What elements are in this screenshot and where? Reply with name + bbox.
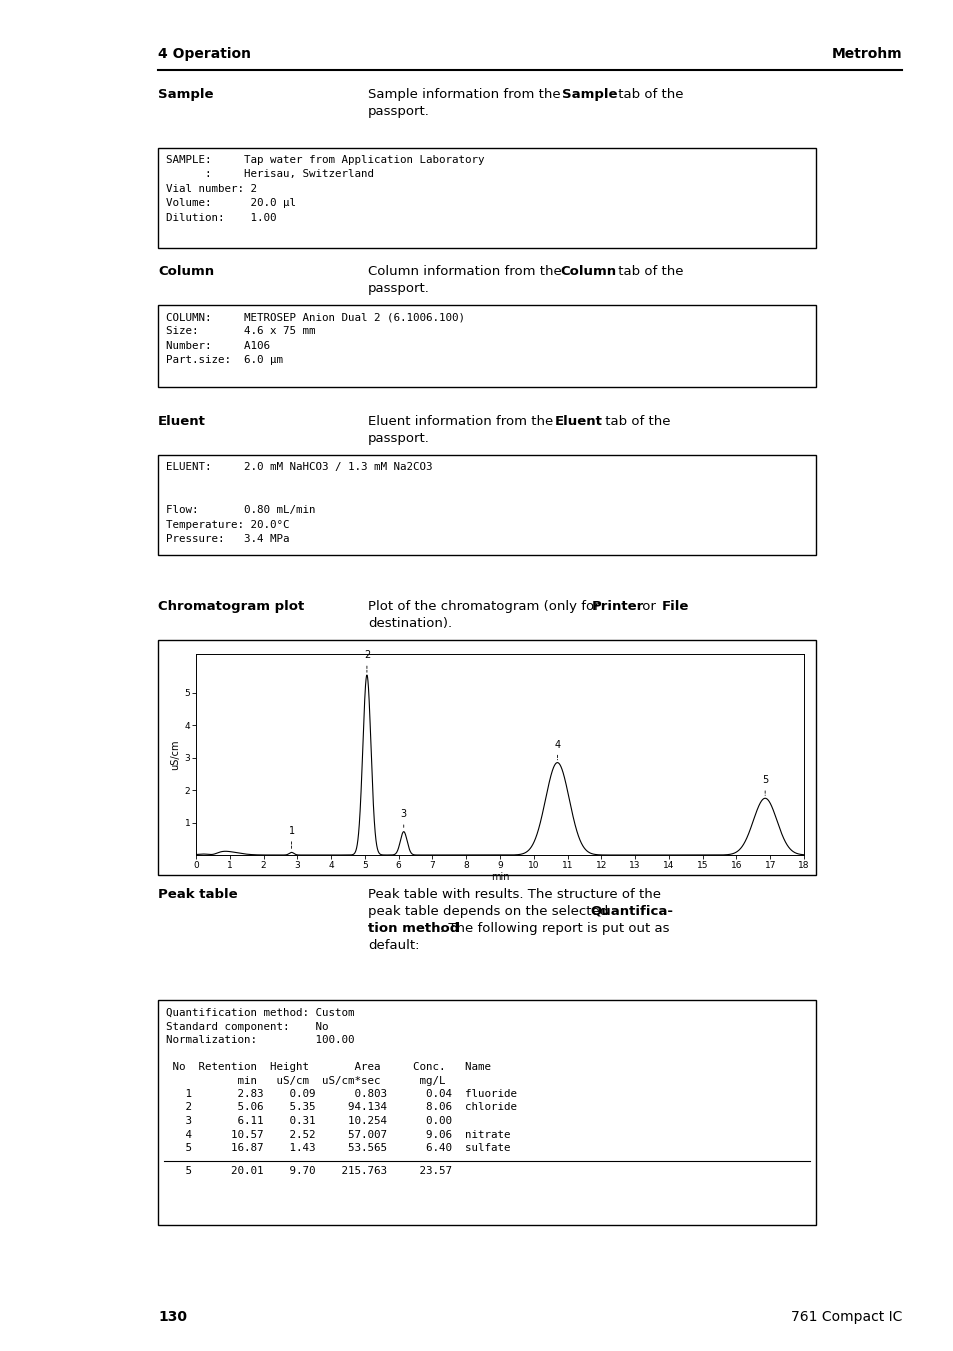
Text: passport.: passport. (368, 282, 430, 295)
Text: destination).: destination). (368, 617, 452, 630)
Text: or: or (638, 600, 659, 613)
Text: Sample information from the: Sample information from the (368, 88, 564, 101)
Text: Chromatogram plot: Chromatogram plot (158, 600, 304, 613)
Bar (158, 455, 815, 555)
Text: COLUMN:     METROSEP Anion Dual 2 (6.1006.100)
Size:       4.6 x 75 mm
Number:  : COLUMN: METROSEP Anion Dual 2 (6.1006.10… (166, 312, 464, 365)
Text: SAMPLE:     Tap water from Application Laboratory
      :     Herisau, Switzerla: SAMPLE: Tap water from Application Labor… (166, 155, 484, 223)
Text: Eluent: Eluent (158, 415, 206, 428)
Bar (158, 305, 815, 386)
Text: passport.: passport. (368, 105, 430, 118)
Bar (158, 1000, 815, 1225)
Text: Normalization:         100.00: Normalization: 100.00 (166, 1035, 355, 1046)
Text: 2: 2 (363, 650, 370, 673)
Bar (158, 640, 815, 875)
Text: Metrohm: Metrohm (830, 47, 901, 61)
Text: 3       6.11    0.31     10.254      0.00: 3 6.11 0.31 10.254 0.00 (166, 1116, 452, 1125)
Text: Quantifica-: Quantifica- (589, 905, 672, 917)
Text: 4: 4 (554, 739, 560, 759)
Text: Sample: Sample (158, 88, 213, 101)
Text: 5      20.01    9.70    215.763     23.57: 5 20.01 9.70 215.763 23.57 (166, 1166, 452, 1175)
Text: 1: 1 (288, 827, 294, 850)
Text: tion method: tion method (368, 921, 458, 935)
Text: 4      10.57    2.52     57.007      9.06  nitrate: 4 10.57 2.52 57.007 9.06 nitrate (166, 1129, 510, 1139)
X-axis label: min: min (490, 873, 509, 882)
Text: Peak table: Peak table (158, 888, 237, 901)
Text: 4 Operation: 4 Operation (158, 47, 251, 61)
Text: Standard component:    No: Standard component: No (166, 1021, 328, 1032)
Text: . The following report is put out as: . The following report is put out as (439, 921, 669, 935)
Text: Eluent information from the: Eluent information from the (368, 415, 557, 428)
Bar (158, 149, 815, 249)
Text: 1       2.83    0.09      0.803      0.04  fluoride: 1 2.83 0.09 0.803 0.04 fluoride (166, 1089, 517, 1098)
Text: Column: Column (158, 265, 213, 278)
Text: Plot of the chromatogram (only for: Plot of the chromatogram (only for (368, 600, 603, 613)
Text: 5: 5 (761, 775, 767, 796)
Text: 130: 130 (158, 1310, 187, 1324)
Text: 5      16.87    1.43     53.565      6.40  sulfate: 5 16.87 1.43 53.565 6.40 sulfate (166, 1143, 510, 1152)
Text: Column information from the: Column information from the (368, 265, 565, 278)
Text: tab of the: tab of the (614, 88, 682, 101)
Text: 2       5.06    5.35     94.134      8.06  chloride: 2 5.06 5.35 94.134 8.06 chloride (166, 1102, 517, 1112)
Text: Sample: Sample (561, 88, 617, 101)
Text: tab of the: tab of the (600, 415, 670, 428)
Text: 761 Compact IC: 761 Compact IC (790, 1310, 901, 1324)
Text: passport.: passport. (368, 432, 430, 444)
Text: 3: 3 (400, 809, 406, 830)
Text: No  Retention  Height       Area     Conc.   Name: No Retention Height Area Conc. Name (166, 1062, 491, 1071)
Text: Eluent: Eluent (555, 415, 602, 428)
Text: Column: Column (559, 265, 616, 278)
Text: min   uS/cm  uS/cm*sec      mg/L: min uS/cm uS/cm*sec mg/L (166, 1075, 445, 1085)
Text: peak table depends on the selected: peak table depends on the selected (368, 905, 612, 917)
Y-axis label: uS/cm: uS/cm (171, 739, 180, 770)
Text: default:: default: (368, 939, 419, 952)
Text: ELUENT:     2.0 mM NaHCO3 / 1.3 mM Na2CO3


Flow:       0.80 mL/min
Temperature:: ELUENT: 2.0 mM NaHCO3 / 1.3 mM Na2CO3 Fl… (166, 462, 432, 544)
Text: tab of the: tab of the (614, 265, 682, 278)
Text: Printer: Printer (592, 600, 643, 613)
Text: Quantification method: Custom: Quantification method: Custom (166, 1008, 355, 1019)
Text: File: File (661, 600, 689, 613)
Text: Peak table with results. The structure of the: Peak table with results. The structure o… (368, 888, 660, 901)
